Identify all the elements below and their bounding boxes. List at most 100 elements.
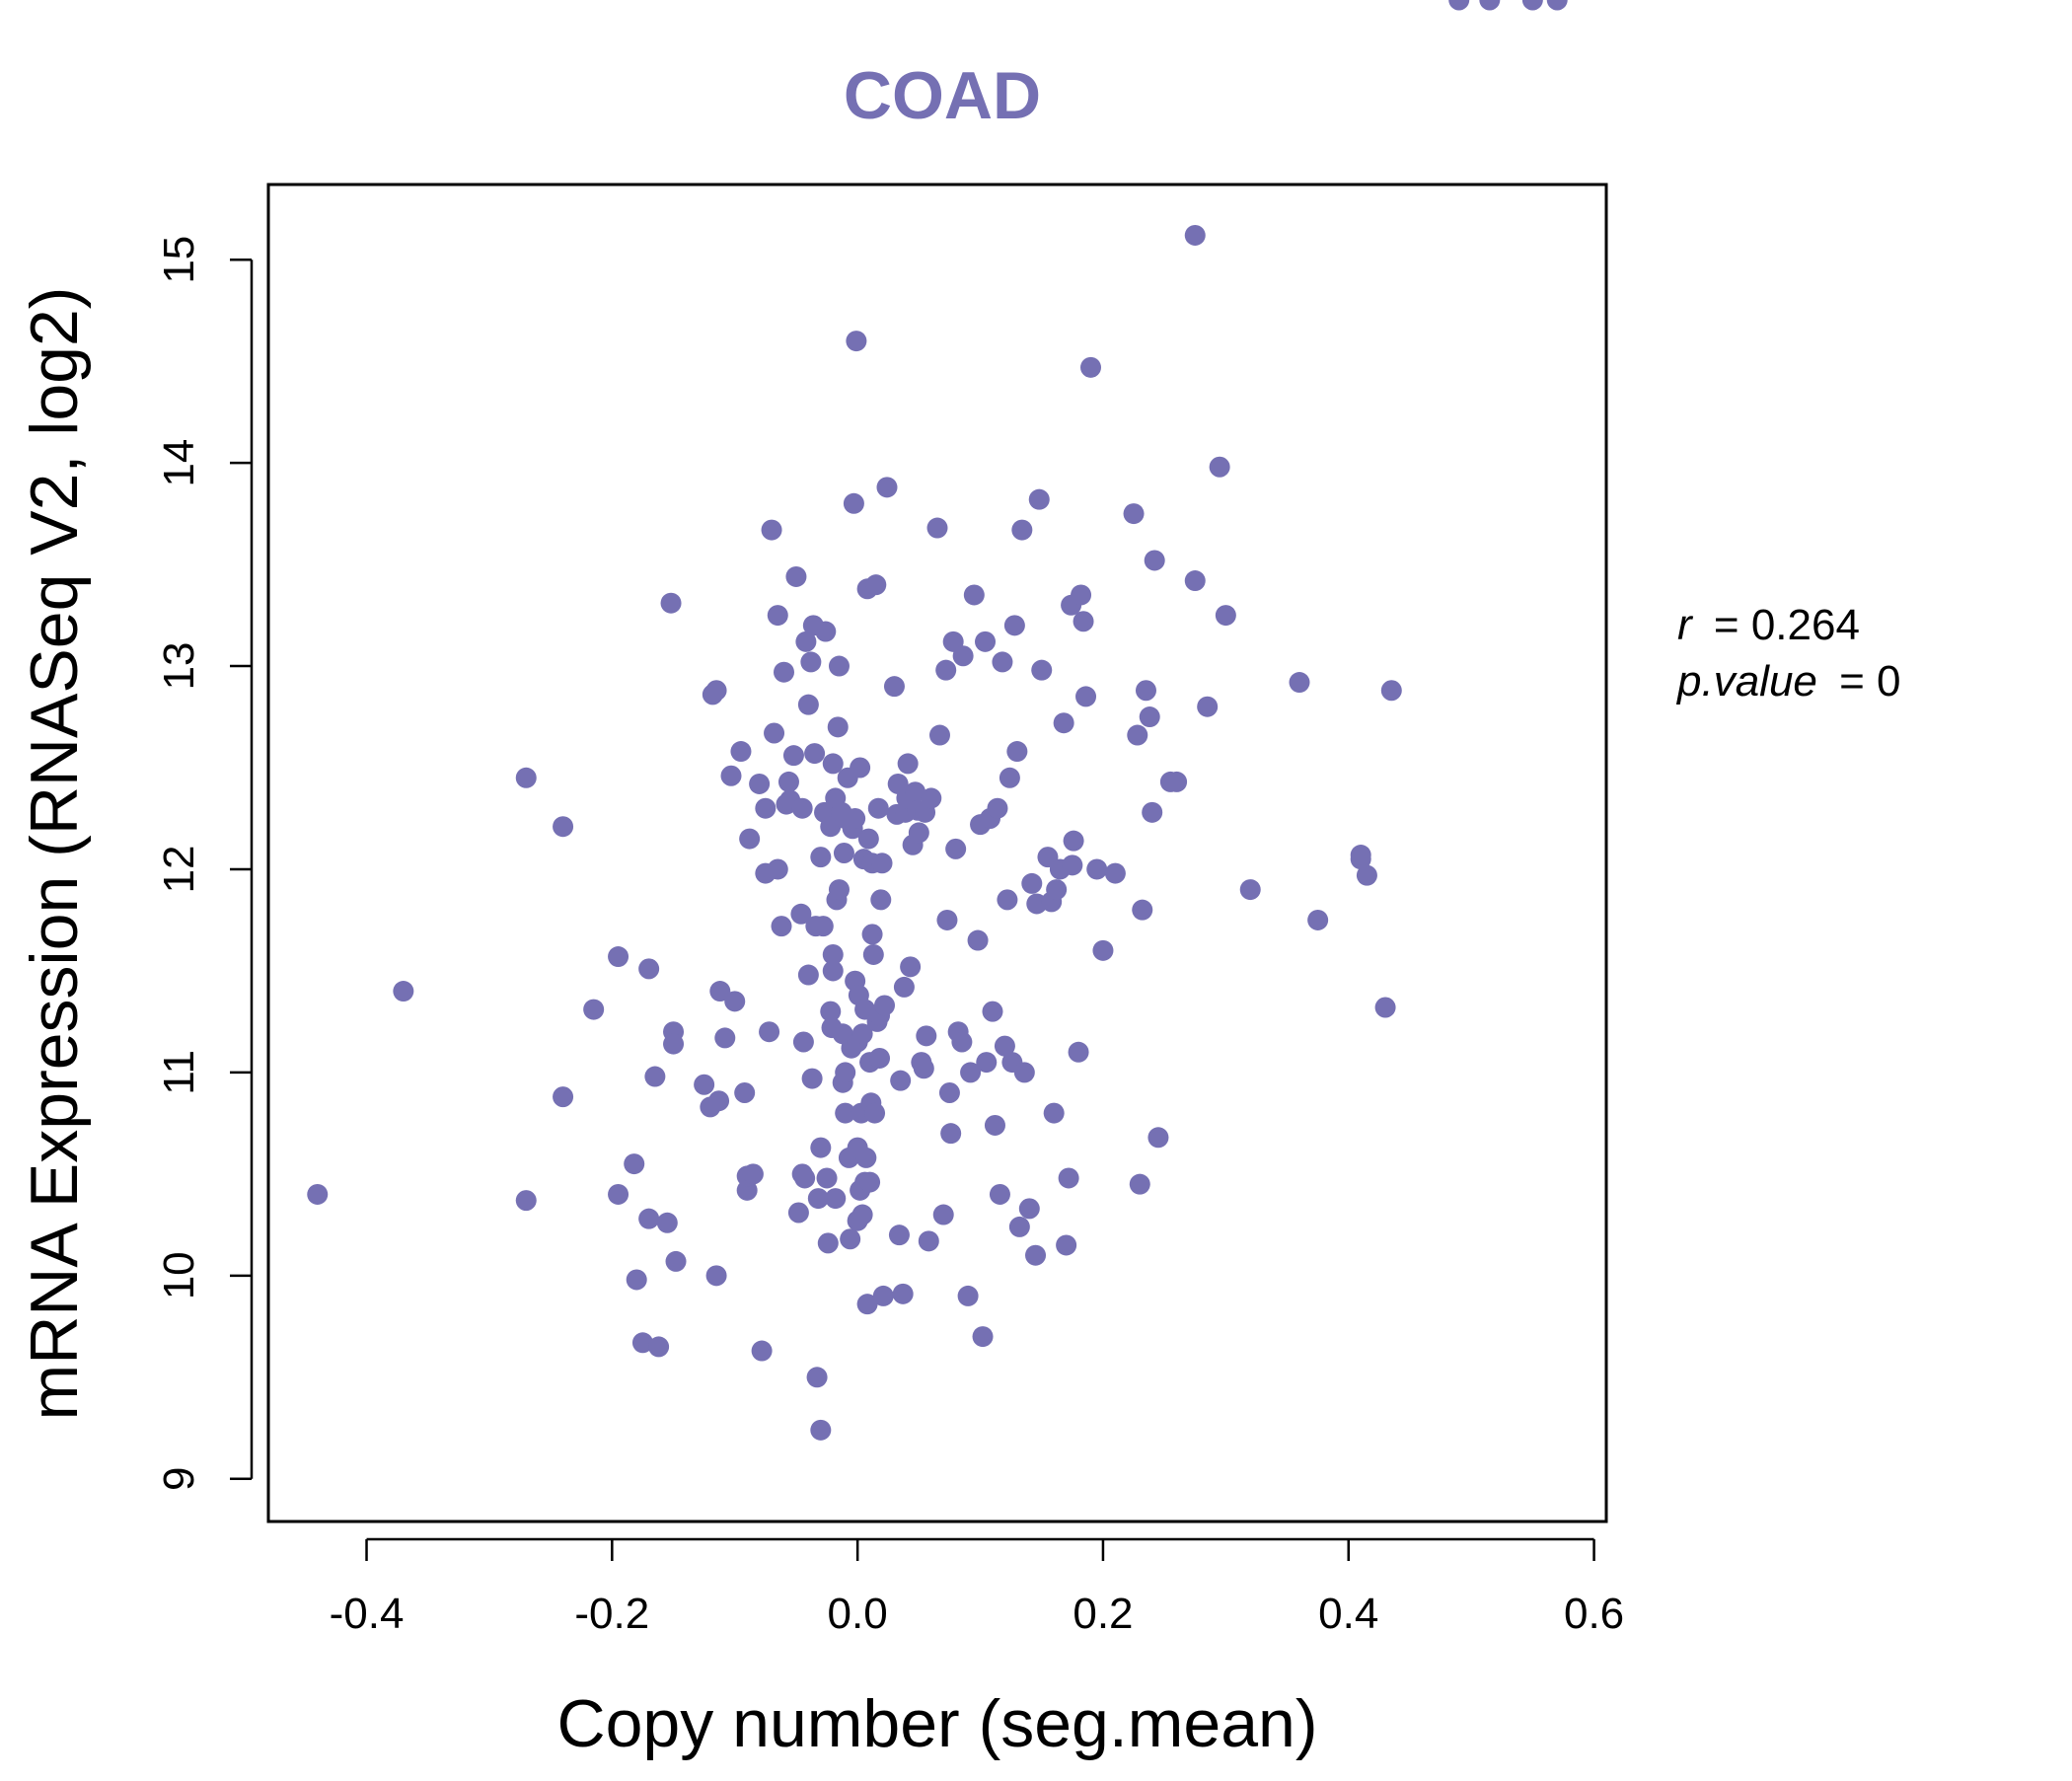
data-point [807, 1188, 829, 1210]
data-point [940, 1123, 962, 1145]
data-point [828, 655, 850, 677]
data-point [960, 1062, 982, 1083]
data-point [921, 787, 942, 809]
data-point [876, 477, 898, 498]
plot-frame [266, 183, 1608, 1523]
data-point [1142, 801, 1163, 823]
y-tick-label: 14 [155, 439, 203, 487]
data-point [1104, 862, 1126, 884]
data-point [833, 843, 854, 863]
data-point [705, 1265, 727, 1287]
data-point [1356, 864, 1377, 886]
data-point [767, 858, 788, 880]
data-point [1289, 672, 1310, 694]
data-point [999, 767, 1020, 788]
data-point [795, 631, 817, 652]
data-point [825, 1188, 847, 1210]
data-point [708, 1090, 730, 1112]
data-point [1086, 858, 1108, 880]
data-point [975, 631, 997, 652]
data-point [820, 1001, 842, 1022]
data-point [865, 574, 887, 596]
data-point [815, 621, 837, 642]
data-point [1215, 605, 1236, 627]
data-point [705, 680, 727, 702]
data-point [794, 1167, 816, 1189]
data-point [816, 1167, 838, 1189]
data-point [751, 1340, 773, 1362]
data-point [870, 889, 892, 911]
data-point [851, 1204, 873, 1225]
data-point [553, 1086, 574, 1108]
data-point [1075, 686, 1097, 707]
data-points [307, 0, 1568, 1441]
data-point [1129, 1173, 1150, 1195]
data-point [782, 745, 804, 767]
data-point [608, 946, 629, 968]
data-point [644, 1066, 666, 1087]
data-point [822, 943, 844, 965]
data-point [1011, 519, 1033, 541]
data-point [709, 981, 731, 1002]
data-point [720, 765, 742, 786]
data-point [857, 828, 879, 850]
data-point [608, 1183, 629, 1205]
data-point [871, 853, 893, 874]
data-point [638, 1208, 660, 1229]
data-point [845, 807, 866, 829]
data-point [1021, 872, 1043, 894]
data-point [893, 976, 915, 998]
y-tick-label: 15 [155, 236, 203, 284]
data-point [626, 1269, 647, 1291]
data-point [742, 1163, 764, 1185]
data-point [951, 1031, 973, 1053]
y-tick-label: 12 [155, 845, 203, 893]
data-point [660, 592, 682, 614]
data-point [1025, 1244, 1047, 1266]
r-value: 0.264 [1751, 601, 1860, 649]
data-point [515, 1190, 537, 1212]
data-point [1546, 0, 1568, 11]
data-point [787, 1202, 809, 1224]
data-point [1006, 741, 1028, 763]
y-tick-label: 10 [155, 1251, 203, 1299]
data-point [800, 651, 822, 673]
data-point [714, 1027, 736, 1049]
data-point [1166, 771, 1188, 792]
data-point [935, 659, 957, 681]
data-point [515, 767, 537, 788]
data-point [822, 753, 844, 775]
data-point [1008, 1216, 1030, 1237]
data-point [936, 909, 958, 930]
data-point [739, 828, 761, 850]
data-point [869, 1047, 891, 1069]
data-point [767, 605, 788, 627]
p-value: 0 [1877, 657, 1900, 705]
data-point [810, 847, 832, 868]
data-point [926, 517, 948, 539]
data-point [932, 1204, 954, 1225]
data-point [631, 1332, 653, 1354]
data-point [1132, 899, 1153, 921]
data-point [1144, 550, 1165, 571]
data-point [1197, 696, 1219, 717]
data-point [900, 956, 922, 978]
data-point [835, 1102, 856, 1124]
r-label: r [1677, 601, 1694, 649]
data-point [790, 903, 812, 925]
data-point [694, 1074, 715, 1095]
data-point [1092, 939, 1114, 961]
x-tick-label: 0.2 [1073, 1590, 1133, 1638]
data-point [1062, 854, 1083, 876]
data-point [945, 838, 967, 859]
data-point [792, 1031, 814, 1053]
data-point [938, 1081, 960, 1103]
data-point [989, 1183, 1010, 1205]
data-point [828, 879, 850, 901]
data-point [957, 1285, 979, 1306]
data-point [749, 773, 771, 794]
data-point [804, 743, 826, 765]
data-point [840, 1228, 861, 1250]
data-point [764, 722, 785, 744]
